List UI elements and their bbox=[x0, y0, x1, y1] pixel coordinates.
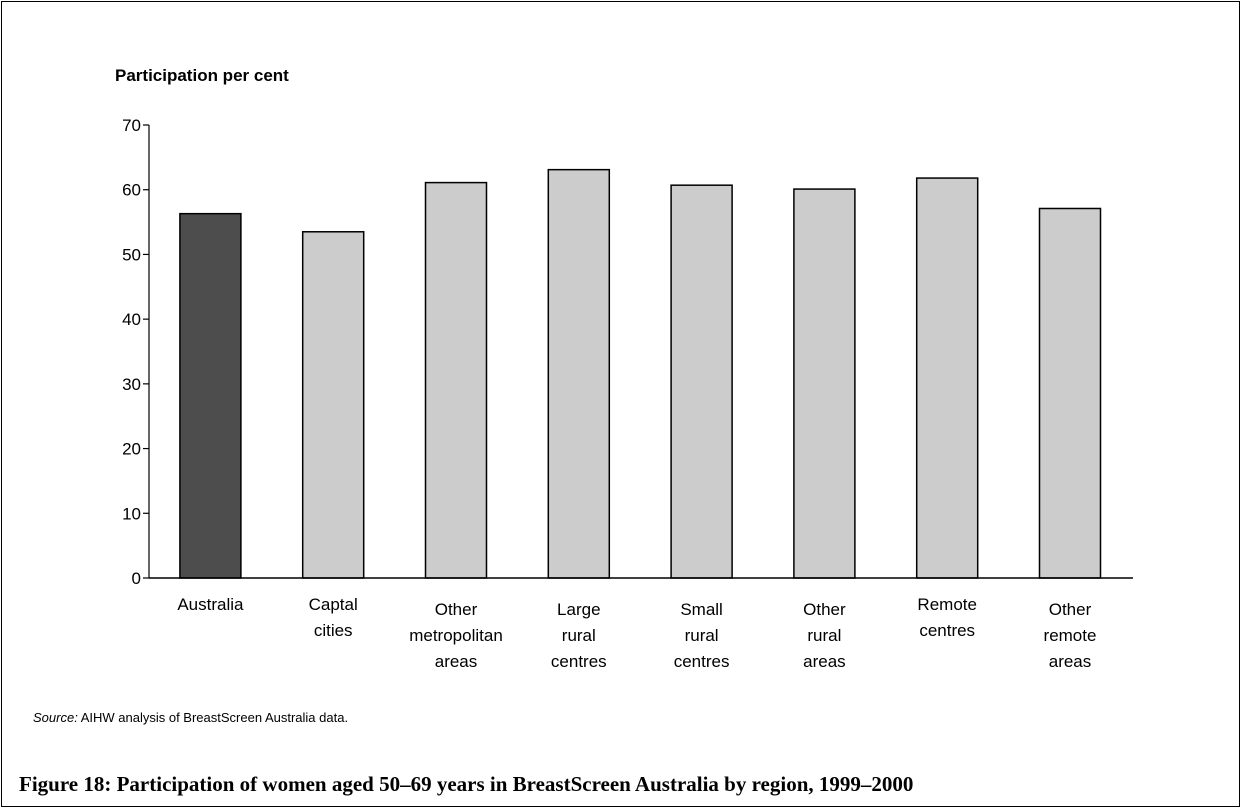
y-tick-label: 0 bbox=[132, 569, 141, 588]
bar bbox=[424, 181, 488, 579]
source-note: Source: AIHW analysis of BreastScreen Au… bbox=[33, 710, 348, 725]
source-label: Source: bbox=[33, 710, 78, 725]
bar bbox=[793, 188, 856, 579]
bar bbox=[915, 177, 979, 579]
x-category-label: Remote centres bbox=[917, 595, 977, 640]
x-category-label: Large rural centres bbox=[551, 600, 607, 671]
y-tick-label: 70 bbox=[122, 116, 141, 135]
bar bbox=[179, 212, 242, 579]
figure-caption: Figure 18: Participation of women aged 5… bbox=[19, 772, 914, 796]
x-category-label: Small rural centres bbox=[674, 600, 730, 671]
y-tick-label: 10 bbox=[122, 504, 141, 523]
bar bbox=[670, 184, 733, 579]
y-tick-label: 30 bbox=[122, 375, 141, 394]
bar bbox=[1038, 207, 1102, 579]
x-category-label: Other rural areas bbox=[803, 600, 846, 671]
bar bbox=[301, 231, 365, 579]
source-text: AIHW analysis of BreastScreen Australia … bbox=[77, 710, 349, 725]
y-axis-title: Participation per cent bbox=[115, 66, 289, 85]
x-category-label: Other remote areas bbox=[1044, 600, 1097, 671]
y-tick-label: 60 bbox=[122, 181, 141, 200]
x-category-label: Other metropolitan areas bbox=[409, 600, 503, 671]
y-tick-label: 40 bbox=[122, 310, 141, 329]
bar-chart: 0 10 20 30 40 50 60 70 Australia Captal cities Othe… bbox=[122, 116, 1133, 671]
bar bbox=[547, 168, 611, 579]
x-category-label: Captal cities bbox=[309, 595, 358, 640]
y-tick-label: 20 bbox=[122, 440, 141, 459]
x-category-label: Australia bbox=[177, 595, 244, 614]
y-tick-label: 50 bbox=[122, 245, 141, 264]
